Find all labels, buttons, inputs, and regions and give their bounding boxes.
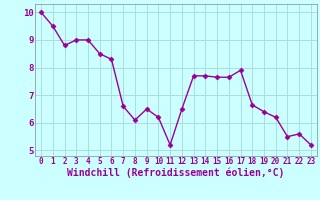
X-axis label: Windchill (Refroidissement éolien,°C): Windchill (Refroidissement éolien,°C)	[67, 168, 285, 178]
